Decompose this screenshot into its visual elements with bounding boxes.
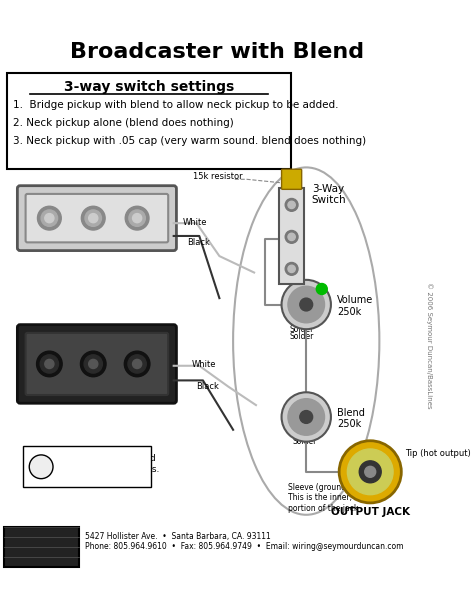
Circle shape [282,280,331,329]
Circle shape [347,449,393,495]
Text: 1.  Bridge pickup with blend to allow neck pickup to be added.: 1. Bridge pickup with blend to allow nec… [13,100,338,110]
Circle shape [300,410,313,423]
FancyBboxPatch shape [282,170,301,189]
Circle shape [89,359,98,368]
Circle shape [316,283,327,295]
Circle shape [45,359,54,368]
Text: = location for ground
   (earth) connections.: = location for ground (earth) connection… [59,455,160,474]
Circle shape [84,355,102,373]
Text: Duncan.: Duncan. [14,540,68,553]
Circle shape [288,201,295,208]
Circle shape [288,265,295,273]
Text: 3. Neck pickup with .05 cap (very warm sound. blend does nothing): 3. Neck pickup with .05 cap (very warm s… [13,137,366,146]
FancyBboxPatch shape [18,325,176,403]
Text: OUTPUT JACK: OUTPUT JACK [331,507,410,518]
FancyBboxPatch shape [4,527,79,567]
Circle shape [85,210,101,226]
Circle shape [282,392,331,441]
Circle shape [288,286,325,323]
Circle shape [89,214,98,223]
Circle shape [285,262,298,276]
Circle shape [359,461,381,483]
FancyBboxPatch shape [26,333,168,395]
Text: 15k resistor: 15k resistor [193,172,242,181]
Circle shape [339,441,401,503]
Circle shape [81,351,106,377]
Circle shape [29,455,53,479]
Circle shape [285,231,298,243]
Text: Solder: Solder [290,325,314,334]
Text: Tip (hot output): Tip (hot output) [405,449,471,458]
Circle shape [288,233,295,241]
FancyBboxPatch shape [279,189,304,285]
Circle shape [285,198,298,211]
Text: 5427 Hollister Ave.  •  Santa Barbara, CA. 93111: 5427 Hollister Ave. • Santa Barbara, CA.… [85,532,271,541]
Text: © 2006 Seymour Duncan/BassLines: © 2006 Seymour Duncan/BassLines [426,282,433,409]
Text: Volume
250k: Volume 250k [337,295,374,317]
Circle shape [128,355,146,373]
Circle shape [82,206,105,230]
Circle shape [36,351,62,377]
Text: White: White [183,217,207,226]
Circle shape [288,399,325,435]
FancyBboxPatch shape [18,186,176,250]
Text: White: White [192,360,217,370]
Circle shape [133,359,142,368]
Circle shape [300,298,313,311]
Circle shape [125,206,149,230]
FancyBboxPatch shape [23,446,151,488]
FancyBboxPatch shape [7,73,291,170]
Text: Blend
250k: Blend 250k [337,408,365,429]
Text: Solder: Solder [290,332,314,341]
Text: Black: Black [197,382,219,391]
Text: Seymour: Seymour [14,531,69,541]
Text: 2. Neck pickup alone (blend does nothing): 2. Neck pickup alone (blend does nothing… [13,118,234,128]
Circle shape [129,210,146,226]
FancyBboxPatch shape [26,194,168,243]
Text: 3-Way
Switch: 3-Way Switch [312,184,346,205]
Circle shape [37,206,61,230]
Circle shape [365,467,376,477]
Text: Sleeve (ground).
This is the inner, circular
portion of the jack: Sleeve (ground). This is the inner, circ… [288,483,383,513]
Text: 3-way switch settings: 3-way switch settings [64,80,234,93]
Circle shape [40,355,58,373]
Circle shape [124,351,150,377]
Text: Phone: 805.964.9610  •  Fax: 805.964.9749  •  Email: wiring@seymourduncan.com: Phone: 805.964.9610 • Fax: 805.964.9749 … [85,542,403,551]
Text: Solder: Solder [36,462,58,468]
Circle shape [45,214,54,223]
Text: Solder: Solder [292,437,317,446]
Circle shape [41,210,58,226]
Text: Black: Black [187,238,210,247]
Text: Broadcaster with Blend: Broadcaster with Blend [70,42,364,62]
Circle shape [133,214,142,223]
